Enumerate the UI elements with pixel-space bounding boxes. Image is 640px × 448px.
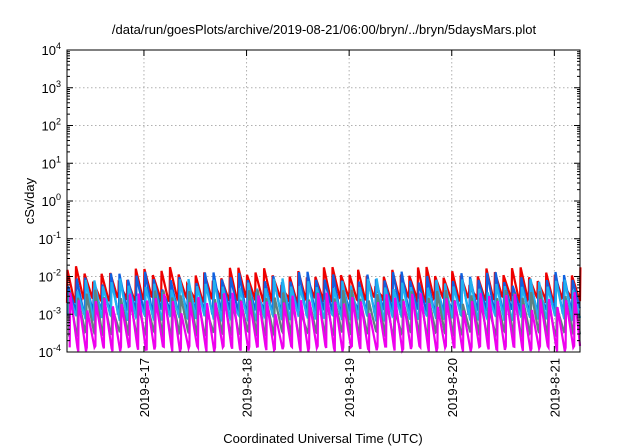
y-axis: 10-4 10-3 10-2 10-1 100 101 102 103 104 <box>39 41 580 360</box>
y-tick-label: 103 <box>42 79 61 96</box>
y-tick-label: 10-4 <box>39 343 61 360</box>
series-line <box>68 292 582 354</box>
chart-title: /data/run/goesPlots/archive/2019-08-21/0… <box>112 22 537 37</box>
series-group <box>65 266 582 354</box>
y-tick-label: 10-2 <box>39 268 61 285</box>
y-tick-label: 101 <box>42 154 61 171</box>
x-axis: 2019-8-17 2019-8-18 2019-8-19 2019-8-20 2019… <box>137 50 562 417</box>
y-tick-label: 10-3 <box>39 305 61 322</box>
y-axis-label: cSv/day <box>22 177 37 224</box>
y-tick-label: 10-1 <box>39 230 61 247</box>
x-tick-label: 2019-8-19 <box>342 358 357 417</box>
x-tick-label: 2019-8-20 <box>445 358 460 417</box>
y-tick-label: 100 <box>42 192 61 209</box>
y-tick-label: 102 <box>42 117 61 134</box>
x-tick-label: 2019-8-18 <box>240 358 255 417</box>
x-axis-label: Coordinated Universal Time (UTC) <box>223 431 422 446</box>
x-tick-label: 2019-8-21 <box>547 358 562 417</box>
x-tick-label: 2019-8-17 <box>137 358 152 417</box>
y-tick-label: 104 <box>42 41 61 58</box>
